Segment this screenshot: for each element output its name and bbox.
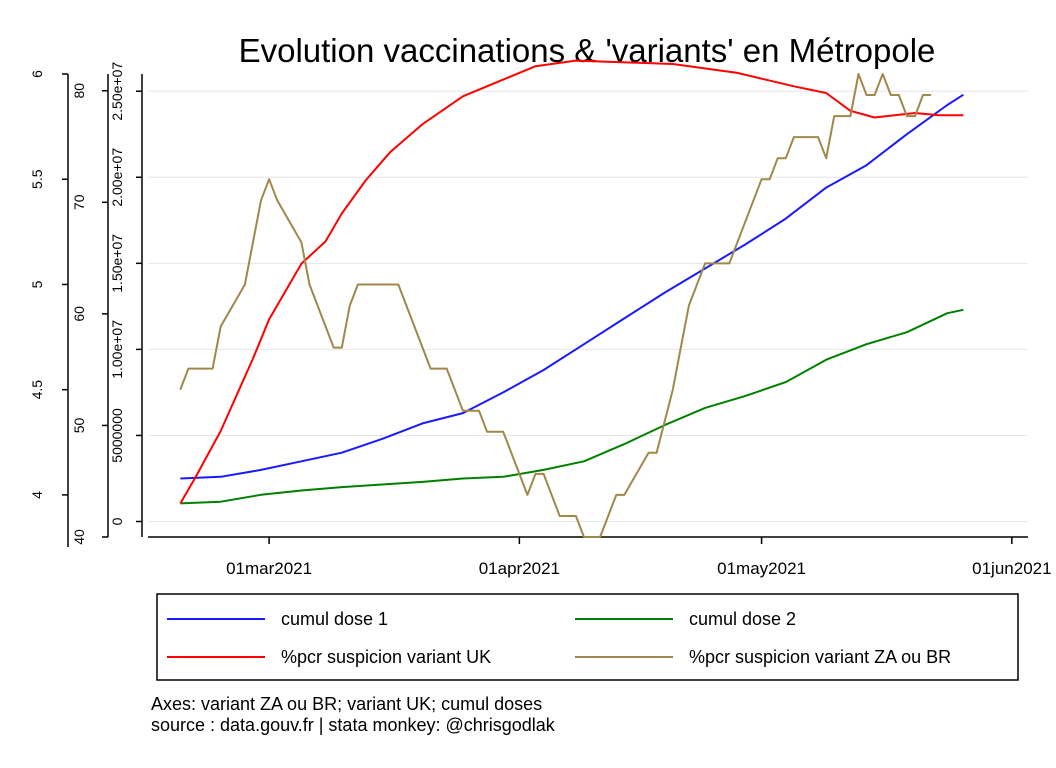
series-line-cumul-dose-1	[180, 93, 964, 480]
legend-label: %pcr suspicion variant ZA ou BR	[689, 647, 951, 667]
uk-tick-label: 40	[71, 529, 87, 545]
legend-label: cumul dose 1	[281, 609, 388, 629]
doses-tick-label: 5000000	[109, 408, 125, 463]
doses-tick-label: 2.00e+07	[109, 148, 125, 207]
x-tick-label: 01apr2021	[479, 559, 560, 578]
za-tick-label: 5.5	[29, 169, 45, 189]
doses-tick-label: 2.50e+07	[109, 62, 125, 121]
za-tick-label: 4.5	[29, 380, 45, 400]
legend-box	[156, 593, 1019, 681]
grid	[148, 90, 1028, 523]
notes: Axes: variant ZA ou BR; variant UK; cumu…	[151, 694, 556, 735]
legend-label: cumul dose 2	[689, 609, 796, 629]
series-line-pcr-suspicion-variant-za-ou-br	[179, 73, 932, 538]
uk-tick-label: 80	[71, 83, 87, 99]
doses-tick-label: 1.50e+07	[109, 234, 125, 293]
chart-title: Evolution vaccinations & 'variants' en M…	[239, 32, 936, 69]
series-line-cumul-dose-2	[180, 308, 964, 505]
doses-tick-label: 1.00e+07	[109, 320, 125, 379]
footnote: source : data.gouv.fr | stata monkey: @c…	[151, 715, 556, 735]
za-tick-label: 4	[29, 491, 45, 499]
legend-label: %pcr suspicion variant UK	[281, 647, 491, 667]
doses-tick-label: 0	[109, 517, 125, 525]
x-tick-label: 01may2021	[717, 559, 806, 578]
uk-tick-label: 50	[71, 417, 87, 433]
footnote: Axes: variant ZA ou BR; variant UK; cumu…	[151, 694, 542, 714]
uk-tick-label: 70	[71, 194, 87, 210]
za-tick-label: 6	[29, 70, 45, 78]
x-tick-label: 01jun2021	[972, 559, 1051, 578]
x-tick-label: 01mar2021	[226, 559, 312, 578]
legend: cumul dose 1 cumul dose 2 %pcr suspicion v…	[156, 593, 1019, 681]
za-tick-label: 5	[29, 280, 45, 288]
series-lines	[179, 59, 964, 538]
series-line-pcr-suspicion-variant-uk	[179, 59, 964, 504]
uk-tick-label: 60	[71, 306, 87, 322]
